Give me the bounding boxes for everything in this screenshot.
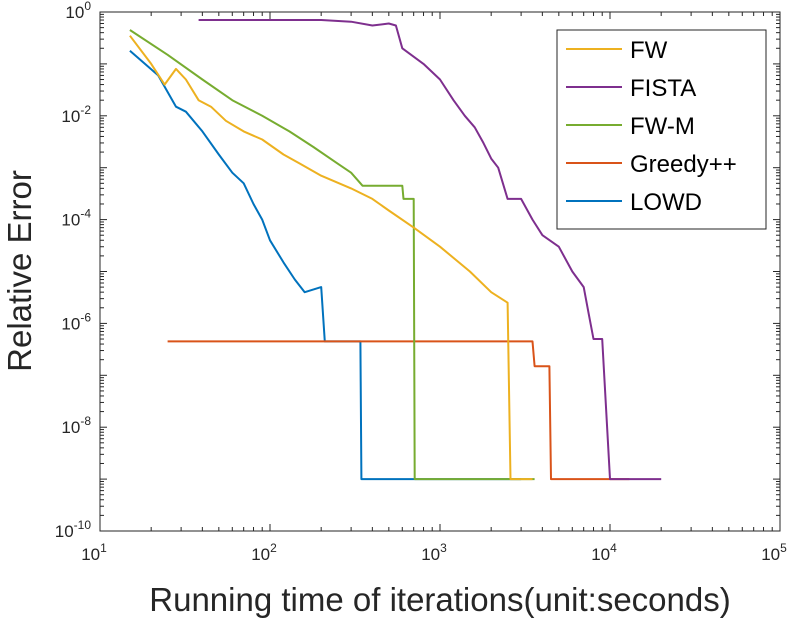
legend-label: FW-M: [630, 113, 695, 140]
axis-ticks: [99, 12, 780, 532]
x-tick-label: 103: [421, 541, 447, 564]
series-line-fista: [198, 19, 662, 481]
x-tick-label: 101: [81, 541, 107, 564]
x-tick-label: 104: [591, 541, 617, 564]
legend-label: FW: [630, 37, 668, 64]
y-tick-label: 100: [65, 0, 91, 22]
y-tick-label: 10-4: [61, 207, 91, 230]
y-tick-label: 10-10: [55, 518, 92, 541]
legend-label: FISTA: [630, 75, 696, 102]
series-line-fw: [129, 35, 533, 481]
legend: FW FISTA FW-M Greedy++ LOWD: [556, 29, 767, 230]
tick-labels: 101 102 103 104 105 100 10-2 10-4 10-6 10-8 10-10: [55, 0, 787, 564]
y-tick-label: 10-2: [61, 103, 91, 126]
legend-box: [556, 29, 767, 230]
legend-label: LOWD: [630, 189, 702, 216]
y-tick-label: 10-8: [61, 414, 91, 437]
legend-label: Greedy++: [630, 151, 737, 178]
series-line-greedy-: [167, 340, 630, 481]
series-layer: [129, 19, 662, 481]
x-tick-label: 105: [761, 541, 787, 564]
x-axis-label: Running time of iterations(unit:seconds): [149, 581, 730, 618]
y-axis-label: Relative Error: [1, 170, 38, 372]
series-line-fw-m: [129, 29, 535, 481]
y-tick-label: 10-6: [61, 310, 91, 333]
plot-frame: [99, 11, 781, 532]
x-tick-label: 102: [251, 541, 277, 564]
